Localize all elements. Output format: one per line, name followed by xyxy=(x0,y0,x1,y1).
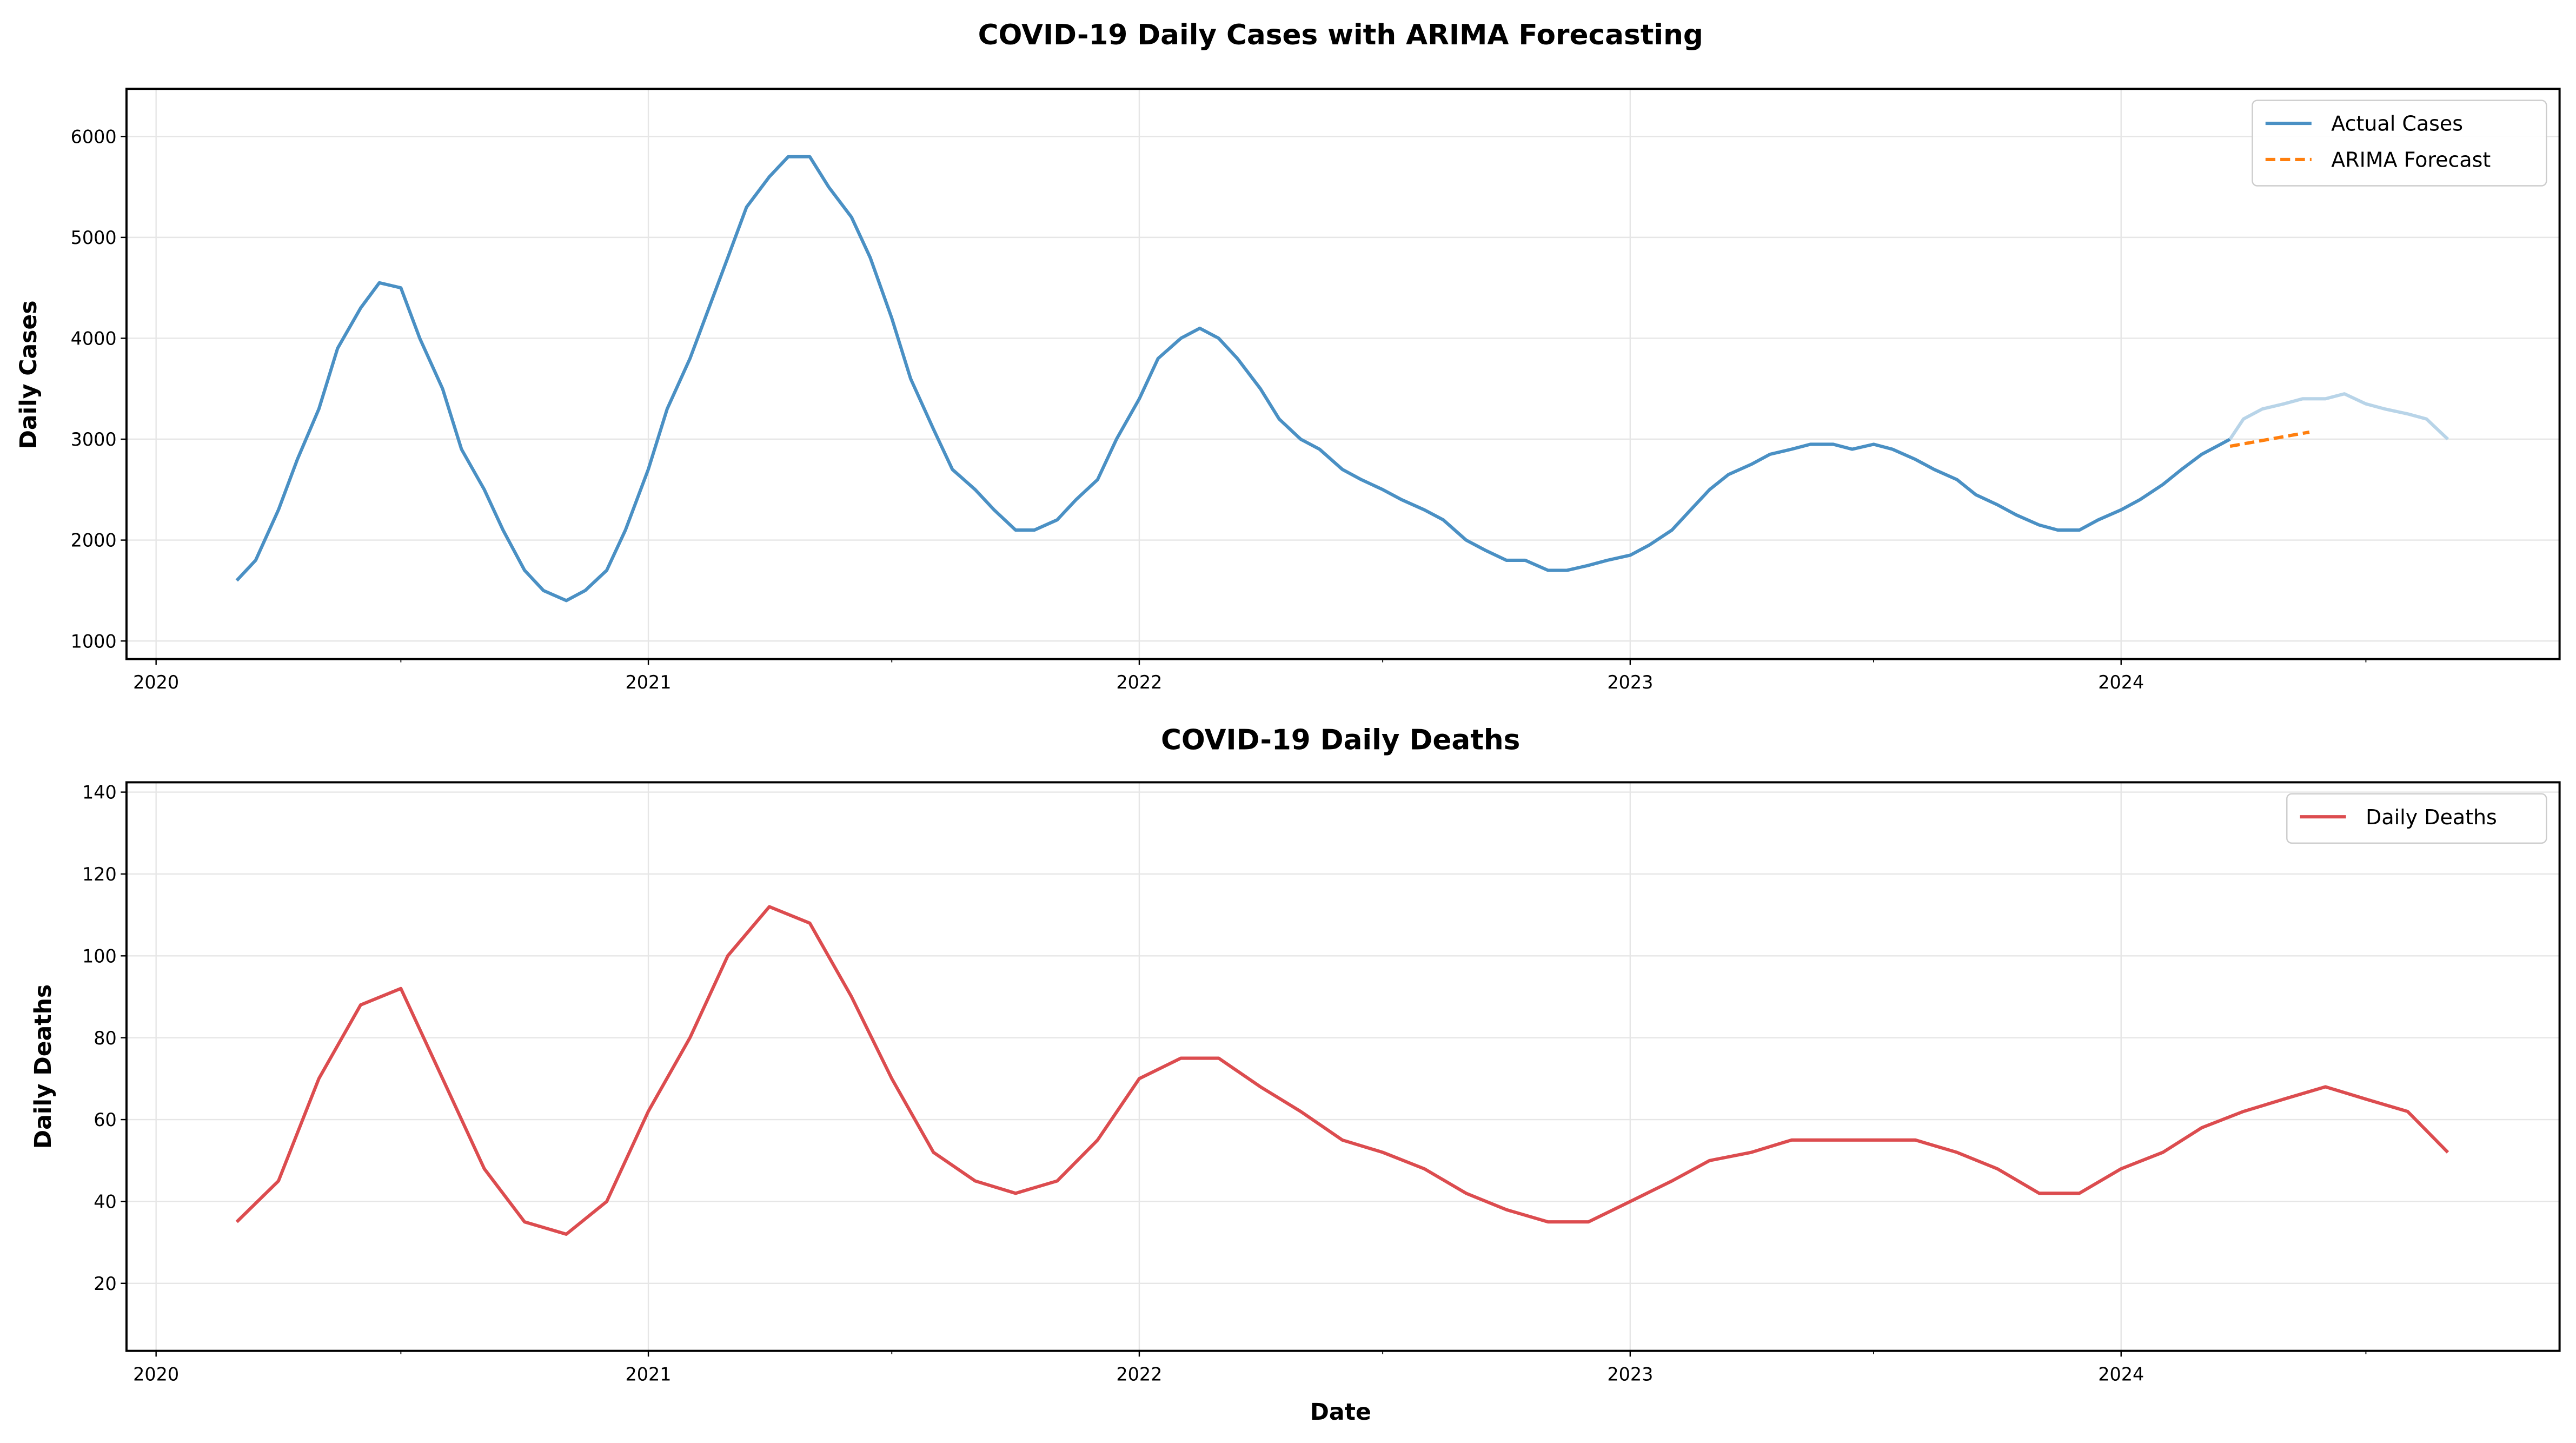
x-axis-label-deaths: Date xyxy=(1310,1399,1371,1426)
held-out-cases-line xyxy=(2228,392,2449,441)
legend: Daily Deaths xyxy=(2286,793,2547,844)
y-tick-label: 140 xyxy=(82,782,117,803)
chart-title-deaths: COVID-19 Daily Deaths xyxy=(1161,724,1520,757)
chart-title-cases: COVID-19 Daily Cases with ARIMA Forecast… xyxy=(978,19,1703,51)
y-tick-label: 4000 xyxy=(71,328,117,349)
y-tick-label: 20 xyxy=(94,1273,117,1294)
axes-frame xyxy=(125,781,2561,1352)
legend-box xyxy=(2286,793,2547,844)
y-tick-label: 40 xyxy=(94,1192,117,1213)
daily-deaths-line xyxy=(235,905,2449,1236)
y-tick-label: 60 xyxy=(94,1109,117,1130)
x-tick-label: 2023 xyxy=(1607,1363,1653,1385)
y-axis-label-cases: Daily Cases xyxy=(16,300,42,449)
y-tick-label: 5000 xyxy=(71,227,117,248)
y-tick-label: 80 xyxy=(94,1028,117,1049)
y-tick-label: 2000 xyxy=(71,530,117,551)
arima-forecast-line xyxy=(2229,430,2310,448)
legend-label: Daily Deaths xyxy=(2366,805,2497,829)
x-tick-label: 2020 xyxy=(133,672,179,693)
legend: Actual Cases ARIMA Forecast xyxy=(2252,100,2547,187)
y-axis-label-deaths: Daily Deaths xyxy=(30,984,57,1149)
x-tick-label: 2023 xyxy=(1607,672,1653,693)
actual-cases-line xyxy=(235,155,2231,603)
y-tick-label: 1000 xyxy=(71,631,117,652)
y-tick-label: 6000 xyxy=(71,126,117,147)
x-tick-label: 2022 xyxy=(1116,672,1162,693)
deaths-axes: 20 40 60 80 100 120 140 2020 2021 2022 2023 2024 Dai… xyxy=(82,781,2561,1385)
x-tick-label: 2021 xyxy=(626,1363,672,1385)
legend-label: ARIMA Forecast xyxy=(2331,148,2491,172)
y-tick-label: 120 xyxy=(82,864,117,885)
axes-frame xyxy=(125,88,2561,660)
x-tick-label: 2024 xyxy=(2098,1363,2144,1385)
x-tick-label: 2024 xyxy=(2098,672,2144,693)
x-tick-label: 2020 xyxy=(133,1363,179,1385)
cases-axes: 1000 2000 3000 4000 5000 6000 2020 2021 2022 2023… xyxy=(71,88,2561,693)
legend-label: Actual Cases xyxy=(2331,112,2463,136)
x-tick-label: 2021 xyxy=(626,672,672,693)
y-tick-label: 100 xyxy=(82,945,117,967)
x-tick-label: 2022 xyxy=(1116,1363,1162,1385)
legend-box xyxy=(2252,100,2547,187)
y-tick-label: 3000 xyxy=(71,429,117,450)
